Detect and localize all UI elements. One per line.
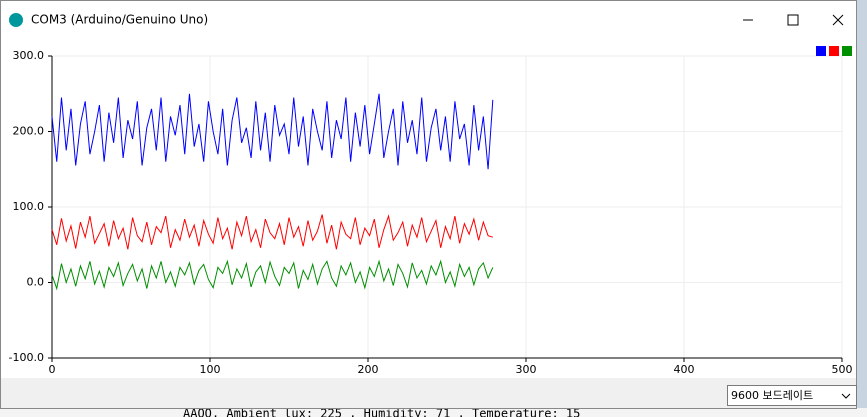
background-strip	[857, 0, 867, 417]
series-line	[51, 93, 494, 170]
app-icon	[9, 13, 23, 27]
window-title: COM3 (Arduino/Genuino Uno)	[31, 13, 208, 27]
y-tick-label: -100.0	[9, 351, 44, 364]
background-text: AAOO, Ambient lux: 225 , Humidity: 71 , …	[183, 407, 580, 417]
x-tick-label: 100	[200, 363, 221, 376]
baud-select[interactable]	[727, 385, 857, 406]
plot: -100.0 0.0 100.0 200.0 300.0 0 100 200 300 400 500	[9, 46, 853, 376]
series-line	[51, 259, 494, 291]
x-tick-label: 300	[516, 363, 537, 376]
baud-select-label: 9600 보드레이트	[731, 389, 813, 402]
y-tick-label: 300.0	[13, 49, 45, 62]
status-bar	[1, 378, 856, 408]
legend-swatch	[829, 46, 839, 56]
maximize-button[interactable]	[787, 14, 799, 26]
y-tick-label: 0.0	[27, 276, 45, 289]
legend-swatch	[842, 46, 852, 56]
close-button[interactable]	[832, 14, 844, 26]
x-tick-label: 400	[674, 363, 695, 376]
window	[0, 0, 857, 409]
series-line	[51, 214, 493, 250]
y-tick-label: 100.0	[13, 200, 45, 213]
background-window	[0, 408, 867, 417]
legend-swatch	[816, 46, 826, 56]
x-tick-label: 200	[358, 363, 379, 376]
dropdown-arrow	[841, 393, 851, 399]
x-tick-label: 500	[832, 363, 853, 376]
x-tick-label: 0	[49, 363, 56, 376]
y-tick-label: 200.0	[13, 125, 45, 138]
